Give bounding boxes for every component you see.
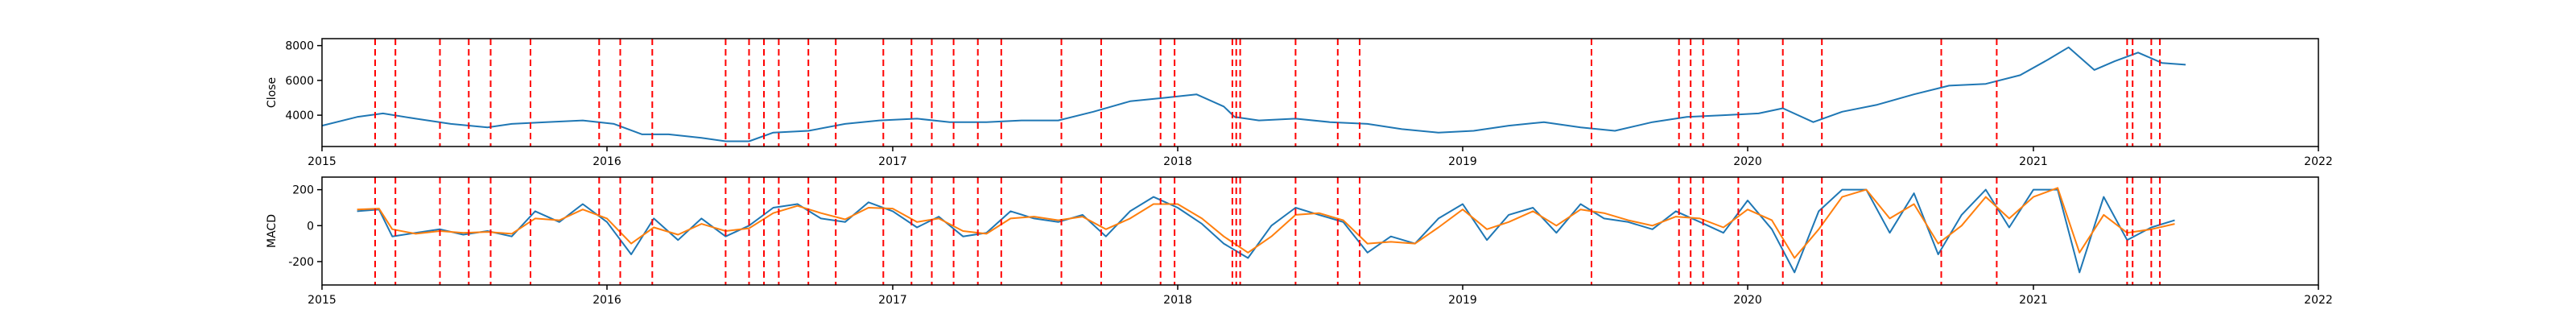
series-line-0 [321,46,2186,142]
y-axis-label: Close [266,77,279,108]
plot-frame [321,176,2319,286]
x-tick-label: 2020 [1733,294,1762,307]
macd-panel: 2015 2016 2017 2018 2019 2020 2021 2022 -200 0 200… [266,176,2333,307]
x-tick-label: 2018 [1163,294,1192,307]
x-tick-label: 2015 [308,294,336,307]
x-tick-label: 2022 [2304,294,2333,307]
series-line-1 [357,187,2175,259]
x-tick-label: 2017 [878,294,907,307]
y-tick-label: 200 [292,184,314,197]
y-tick-label: 4000 [285,109,314,122]
x-tick-label: 2017 [878,155,907,168]
y-tick-label: -200 [288,256,314,269]
y-tick-label: 6000 [285,75,314,88]
close-panel: 2015 2016 2017 2018 2019 2020 2021 2022 4000 6000… [266,38,2333,168]
y-tick-label: 8000 [285,40,314,53]
x-tick-label: 2022 [2304,155,2333,168]
x-tick-label: 2019 [1448,294,1477,307]
plot-frame [321,38,2319,147]
y-axis-label: MACD [266,214,279,248]
x-tick-label: 2015 [308,155,336,168]
x-tick-label: 2021 [2019,155,2048,168]
x-tick-label: 2018 [1163,155,1192,168]
y-tick-label: 0 [307,220,314,233]
x-tick-label: 2016 [592,155,621,168]
series-line-0 [357,188,2175,274]
x-tick-label: 2016 [592,294,621,307]
x-tick-label: 2019 [1448,155,1477,168]
x-tick-label: 2020 [1733,155,1762,168]
x-tick-label: 2021 [2019,294,2048,307]
